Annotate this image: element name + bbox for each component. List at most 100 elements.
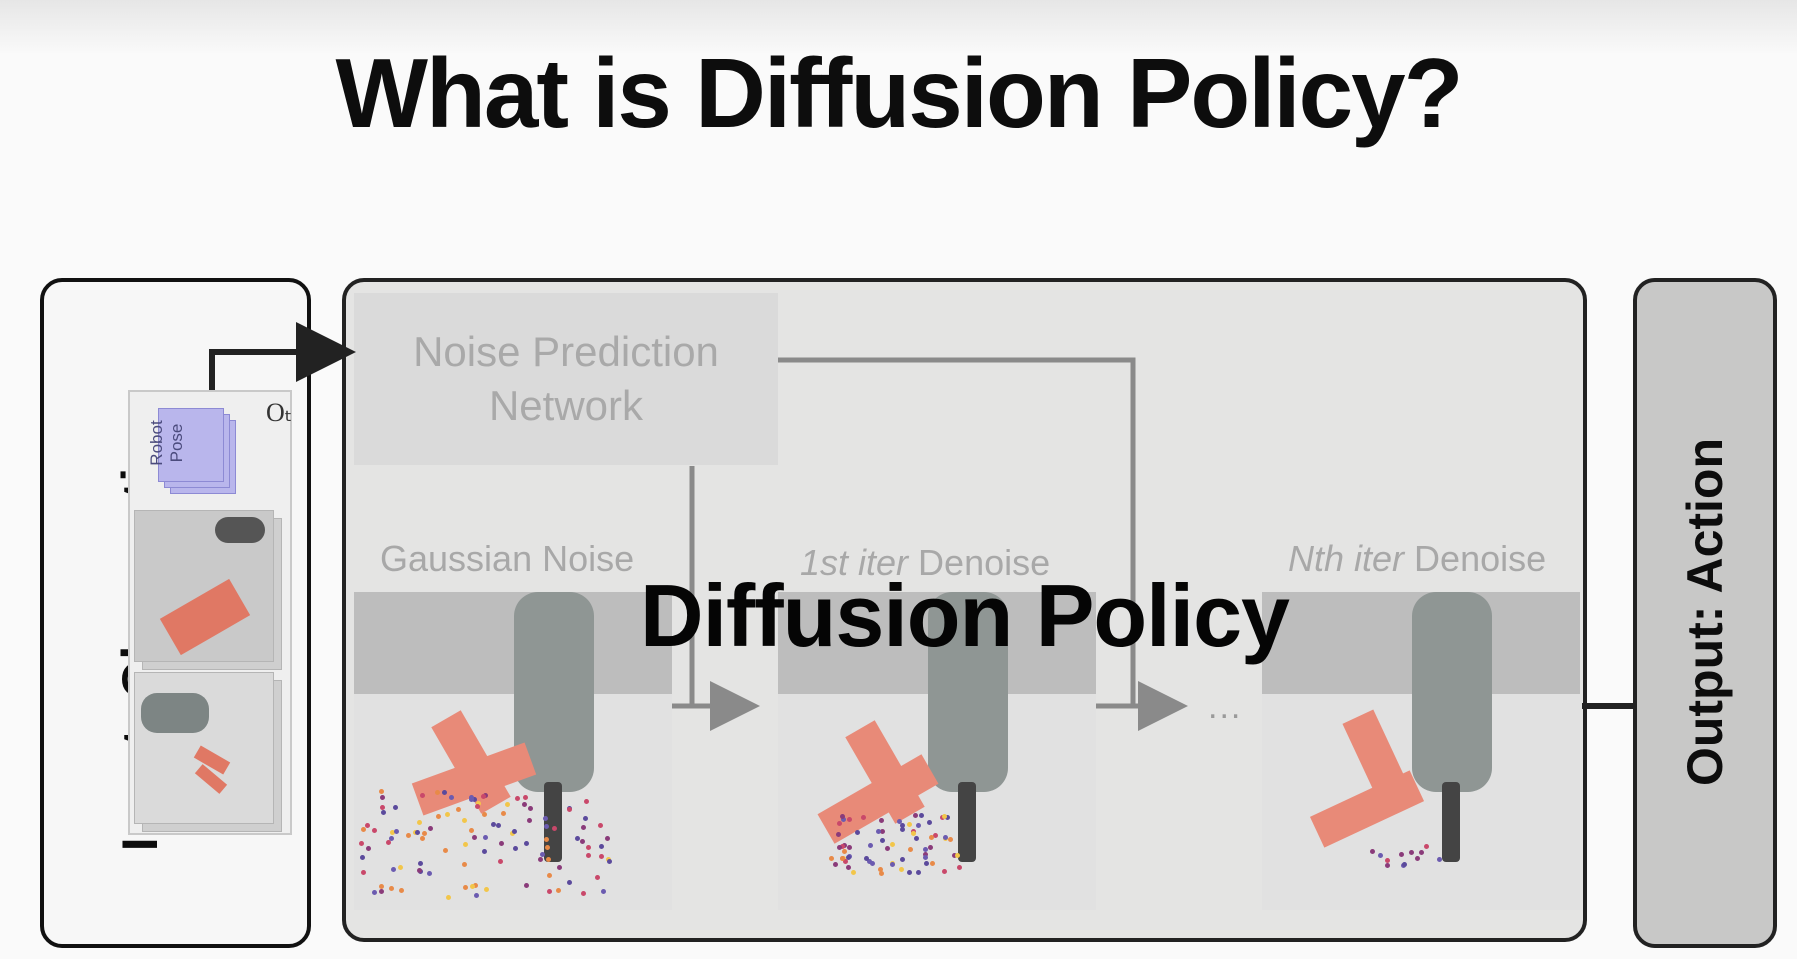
top-band: [0, 0, 1797, 55]
noise-point: [361, 870, 367, 876]
noise-point: [899, 866, 904, 872]
noise-point: [932, 833, 938, 839]
noise-point: [1384, 862, 1390, 868]
noise-point: [538, 857, 544, 863]
noise-point: [448, 795, 454, 801]
noise-point: [445, 894, 451, 900]
network-loop-line: [778, 357, 1136, 706]
scene-gaussian-noise: [354, 592, 672, 910]
noise-point: [473, 882, 479, 888]
noise-point: [398, 888, 404, 894]
noise-point: [360, 826, 366, 832]
noise-point: [490, 821, 496, 827]
noise-point: [456, 807, 462, 813]
noise-point: [606, 859, 612, 865]
noise-point: [583, 816, 589, 822]
noise-point: [1399, 852, 1405, 858]
noise-point: [426, 871, 432, 877]
noise-point: [389, 829, 395, 835]
noise-point: [545, 857, 551, 863]
observation-symbol: Oₜ: [266, 398, 293, 427]
noise-point: [371, 827, 377, 833]
noise-point: [389, 835, 395, 841]
noise-point: [919, 813, 925, 819]
noise-point: [879, 829, 885, 835]
scene-wall: [354, 592, 672, 694]
noise-point: [836, 820, 842, 826]
noise-point: [414, 829, 420, 835]
noise-point: [556, 864, 562, 870]
noise-point: [462, 861, 468, 867]
noise-point: [911, 830, 917, 836]
noise-point: [922, 846, 928, 852]
noise-point: [365, 822, 371, 828]
noise-point: [544, 845, 550, 850]
noise-point: [417, 868, 423, 874]
noise-point: [397, 864, 403, 870]
noise-point: [599, 854, 605, 859]
noise-point: [581, 824, 587, 830]
noise-point: [497, 858, 503, 864]
noise-point: [890, 861, 896, 867]
noise-point: [846, 817, 852, 823]
noise-point: [495, 823, 501, 829]
noise-point: [597, 822, 603, 828]
noise-point: [528, 805, 534, 811]
noise-point: [511, 829, 517, 835]
noise-point: [913, 812, 919, 818]
noise-point: [899, 857, 905, 863]
noise-point: [1384, 857, 1390, 863]
noise-point: [880, 837, 886, 843]
noise-point: [840, 843, 846, 849]
noise-point: [393, 805, 399, 811]
stage-label-1st-denoise-prefix: 1st iter: [800, 542, 909, 583]
noise-point: [923, 860, 929, 866]
noise-point: [1401, 861, 1407, 867]
iteration-ellipsis: ...: [1208, 688, 1243, 726]
noise-point: [380, 810, 386, 816]
noise-point: [1378, 853, 1384, 859]
noise-point: [463, 885, 469, 891]
noise-point: [916, 823, 922, 829]
noise-point: [867, 859, 873, 865]
end-effector: [1442, 782, 1460, 862]
noise-point: [499, 840, 505, 846]
noise-point: [842, 849, 848, 855]
noise-point: [1436, 856, 1442, 862]
noise-point: [942, 868, 948, 874]
noise-point: [955, 852, 961, 858]
noise-prediction-network: Noise Prediction Network: [354, 293, 778, 465]
noise-point: [501, 810, 507, 816]
noise-point: [906, 870, 912, 876]
noise-point: [390, 867, 396, 873]
robot-pose-card: [158, 408, 224, 482]
noise-point: [378, 883, 384, 889]
noise-point: [851, 869, 857, 875]
noise-point: [574, 835, 580, 841]
noise-point: [839, 813, 845, 819]
noise-point: [928, 844, 934, 850]
noise-point: [421, 831, 427, 837]
noise-point: [419, 835, 425, 841]
noise-point: [870, 861, 876, 867]
noise-point: [836, 844, 842, 850]
noise-point: [841, 817, 847, 823]
noise-point: [359, 855, 365, 861]
noise-point: [947, 836, 953, 842]
noise-point: [509, 831, 515, 837]
noise-point: [468, 828, 474, 834]
noise-point: [878, 871, 884, 877]
noise-point: [952, 852, 958, 858]
noise-point: [461, 818, 467, 824]
noise-point: [543, 824, 549, 830]
noise-point: [442, 848, 448, 854]
stage-label-1st-denoise-text: Denoise: [908, 542, 1051, 583]
noise-point: [566, 879, 572, 885]
scene-nth-iter-denoise: [1262, 592, 1580, 910]
noise-point: [580, 838, 586, 844]
noise-point: [378, 888, 384, 894]
noise-point: [926, 819, 932, 825]
noise-point: [526, 817, 532, 823]
noise-point: [394, 828, 400, 834]
